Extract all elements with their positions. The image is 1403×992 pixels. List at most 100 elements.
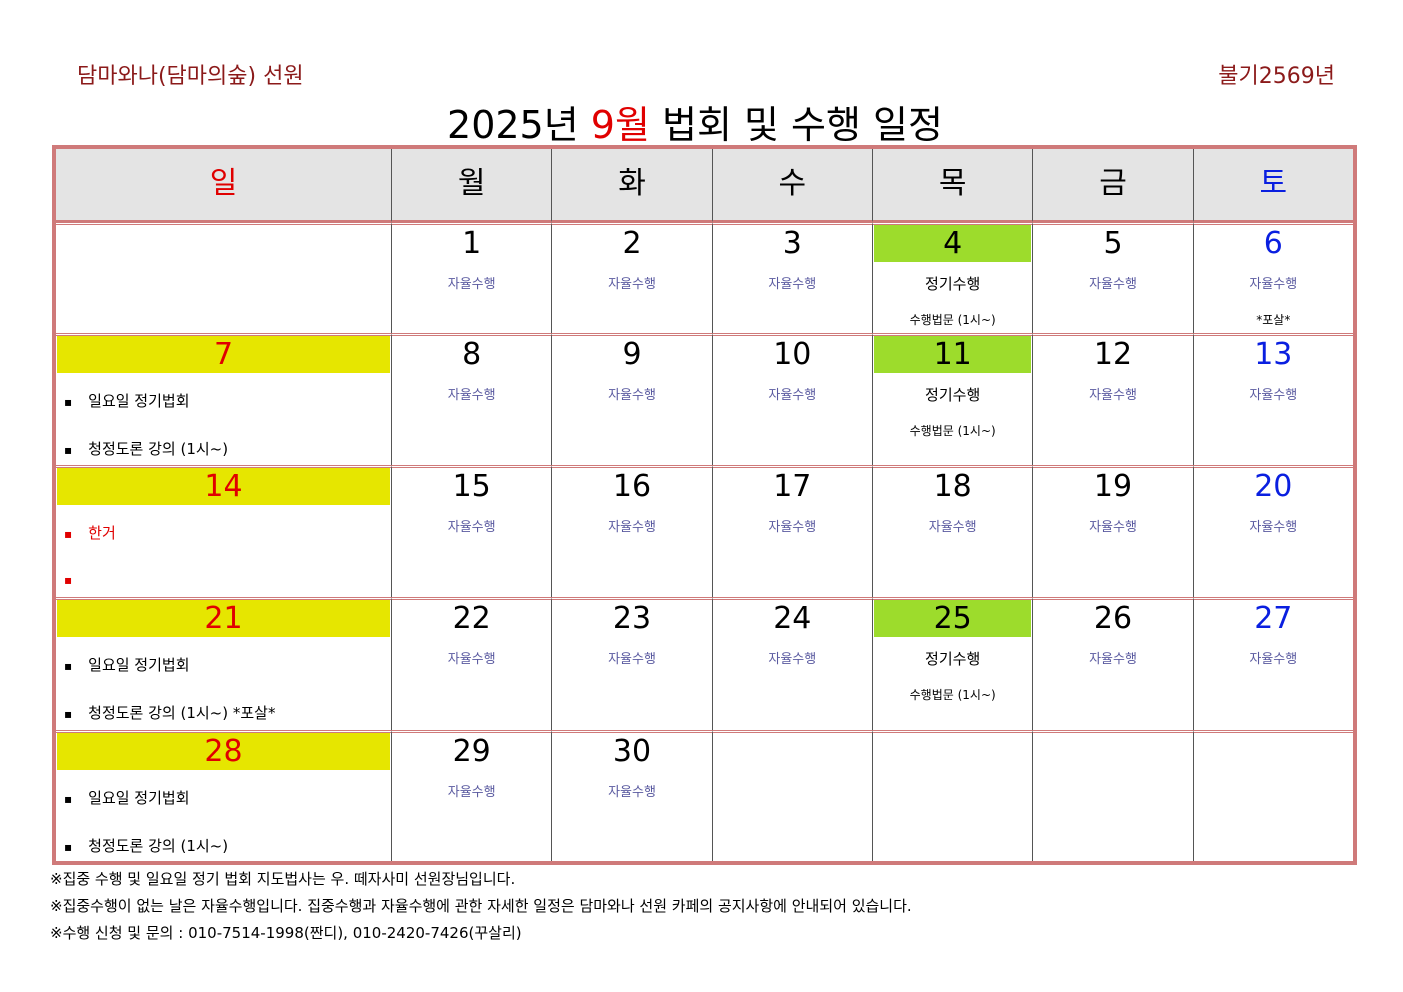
activity: 정기수행	[925, 650, 981, 668]
activity: 자율수행	[608, 652, 656, 667]
weekday-header: 수	[711, 149, 872, 222]
day-cell: 14 한거	[56, 465, 391, 597]
day-cell: 6 자율수행 *포살*	[1192, 222, 1353, 333]
schedule-item: 한거	[64, 522, 116, 543]
buddhist-year: 불기2569년	[1218, 64, 1335, 89]
schedule-item: 일요일 정기법회	[64, 390, 189, 411]
activity: 자율수행	[447, 388, 496, 403]
activity: 자율수행	[608, 277, 656, 292]
note-line: ※집중 수행 및 일요일 정기 법회 지도법사는 우. 떼자사미 선원장님입니다…	[50, 870, 516, 888]
day-number: 27	[1254, 601, 1293, 636]
day-cell: 13 자율수행	[1192, 333, 1353, 465]
day-number: 5	[1103, 226, 1123, 261]
day-cell: 23 자율수행	[551, 597, 712, 730]
day-number: 22	[452, 601, 491, 636]
day-number: 29	[452, 734, 491, 769]
center-name: 담마와나(담마의숲) 선원	[77, 64, 304, 89]
title-year: 2025년	[447, 103, 579, 147]
activity: 자율수행	[608, 520, 656, 535]
weekday-header: 토	[1192, 149, 1353, 222]
activity: 자율수행	[768, 277, 817, 292]
day-cell: 10 자율수행	[711, 333, 872, 465]
activity: 자율수행	[447, 652, 496, 667]
day-number: 1	[462, 226, 482, 261]
day-cell: 3 자율수행	[711, 222, 872, 333]
activity: 자율수행	[1249, 277, 1298, 292]
note-line: ※집중수행이 없는 날은 자율수행입니다. 집중수행과 자율수행에 관한 자세한…	[50, 897, 912, 915]
day-number: 17	[773, 469, 812, 504]
schedule-item: 일요일 정기법회	[64, 787, 189, 808]
day-number: 18	[933, 469, 972, 504]
note-line: ※수행 신청 및 문의 : 010-7514-1998(짠디), 010-242…	[50, 924, 522, 942]
day-number: 20	[1254, 469, 1293, 504]
activity: 자율수행	[447, 520, 496, 535]
activity: 자율수행	[768, 388, 817, 403]
activity: 자율수행	[447, 277, 496, 292]
day-number: 12	[1093, 337, 1133, 372]
day-number: 28	[57, 733, 390, 770]
activity: 자율수행	[1089, 388, 1137, 403]
day-number: 2	[622, 226, 642, 261]
activity: 자율수행	[1089, 277, 1137, 292]
day-cell: 9 자율수행	[551, 333, 712, 465]
day-number: 25	[873, 600, 1032, 637]
day-cell	[1032, 730, 1193, 861]
day-cell: 11 정기수행 수행법문 (1시~)	[871, 333, 1033, 465]
day-cell: 29 자율수행	[391, 730, 552, 861]
day-cell: 27 자율수행	[1192, 597, 1353, 730]
activity: 자율수행	[1249, 652, 1298, 667]
notes: ※집중 수행 및 일요일 정기 법회 지도법사는 우. 떼자사미 선원장님입니다…	[50, 866, 912, 947]
activity: 자율수행	[1089, 652, 1137, 667]
schedule-item: 일요일 정기법회	[64, 654, 189, 675]
day-cell: 16 자율수행	[551, 465, 712, 597]
day-cell: 21 일요일 정기법회청정도론 강의 (1시~) *포살*	[56, 597, 391, 730]
activity: 자율수행	[768, 520, 817, 535]
weekday-header: 월	[391, 149, 552, 222]
activity: 정기수행	[925, 275, 981, 293]
day-number: 30	[612, 734, 652, 769]
day-number: 3	[782, 226, 802, 261]
title-month: 9월	[590, 103, 650, 147]
schedule-item	[64, 570, 88, 588]
weekday-header: 일	[56, 149, 391, 222]
day-number: 8	[462, 337, 482, 372]
activity: 정기수행	[925, 386, 981, 404]
day-number: 23	[612, 601, 652, 636]
day-cell	[1192, 730, 1353, 861]
day-number: 14	[57, 468, 390, 505]
activity: 자율수행	[1249, 388, 1298, 403]
day-number: 21	[57, 600, 390, 637]
day-cell: 26 자율수행	[1032, 597, 1193, 730]
title-rest: 법회 및 수행 일정	[662, 103, 943, 147]
day-cell: 28 일요일 정기법회청정도론 강의 (1시~)	[56, 730, 391, 861]
activity-note: 수행법문 (1시~)	[909, 313, 996, 327]
day-cell: 2 자율수행	[551, 222, 712, 333]
day-number: 4	[873, 225, 1032, 262]
activity: 자율수행	[768, 652, 817, 667]
activity: 자율수행	[928, 520, 977, 535]
day-cell: 24 자율수행	[711, 597, 872, 730]
weekday-header: 목	[871, 149, 1033, 222]
schedule-item: 청정도론 강의 (1시~)	[64, 835, 228, 856]
weekday-header: 금	[1032, 149, 1193, 222]
day-cell: 20 자율수행	[1192, 465, 1353, 597]
day-number: 13	[1254, 337, 1293, 372]
day-cell: 19 자율수행	[1032, 465, 1193, 597]
activity: 자율수행	[1089, 520, 1137, 535]
day-number: 9	[622, 337, 642, 372]
day-number: 11	[873, 336, 1032, 373]
day-cell: 15 자율수행	[391, 465, 552, 597]
day-cell: 5 자율수행	[1032, 222, 1193, 333]
day-number: 26	[1093, 601, 1133, 636]
day-number: 7	[57, 336, 390, 373]
day-cell: 8 자율수행	[391, 333, 552, 465]
day-cell: 18 자율수행	[871, 465, 1033, 597]
day-cell: 12 자율수행	[1032, 333, 1193, 465]
day-cell	[56, 222, 391, 333]
title: 2025년 9월 법회 및 수행 일정	[0, 94, 1390, 149]
day-cell	[711, 730, 872, 861]
day-cell: 1 자율수행	[391, 222, 552, 333]
activity-note: 수행법문 (1시~)	[909, 688, 996, 702]
